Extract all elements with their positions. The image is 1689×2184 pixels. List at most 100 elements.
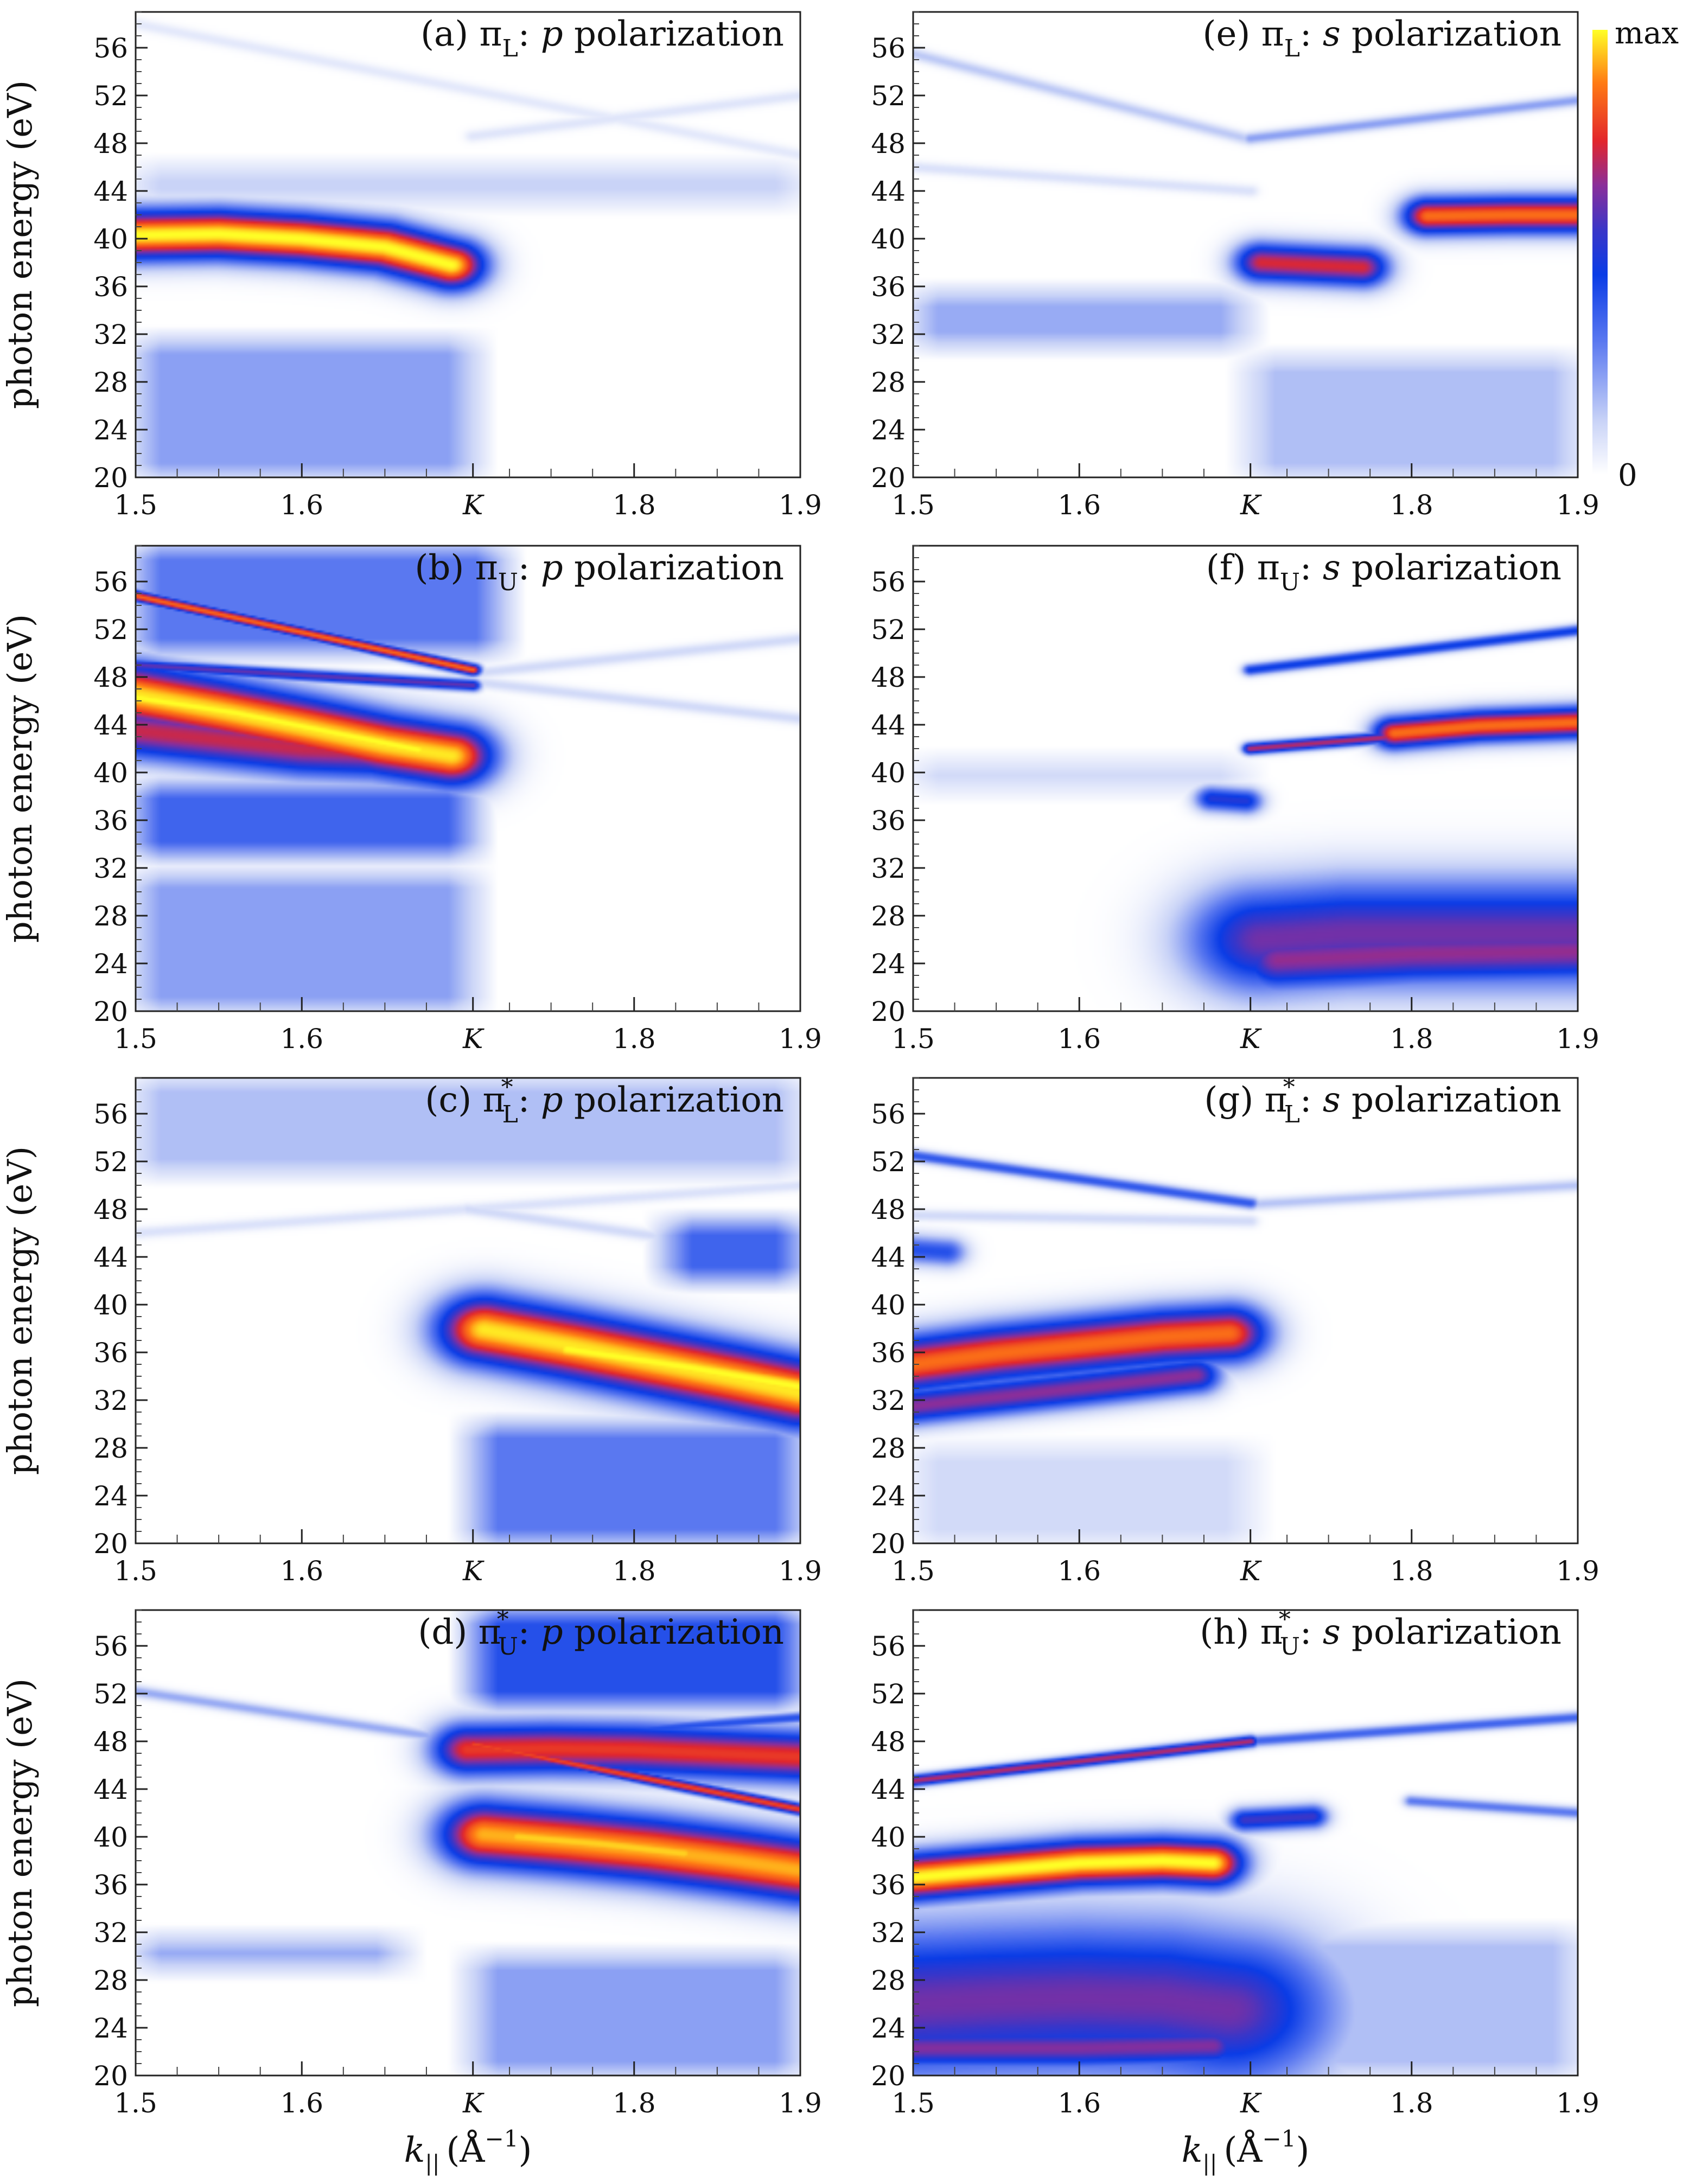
panel-e: 20 24 28 32 36 40 44 48 52 56 1.5 1.6 K 1.8 1.9 (e) πL:… [871, 11, 1599, 521]
y-tick-label: 28 [93, 1433, 128, 1464]
y-tick-label: 48 [871, 1194, 906, 1225]
panel-title: (a) πL: p polarization [420, 14, 784, 62]
y-tick-label: 36 [93, 1337, 128, 1369]
title-colon: : [1300, 1080, 1323, 1120]
orbital-symbol: π [1257, 548, 1280, 588]
y-tick-label: 28 [93, 367, 128, 398]
polarization-letter: s [1323, 548, 1341, 588]
polarization-word: polarization [1341, 548, 1561, 588]
plot-frame [135, 1077, 801, 1544]
y-tick-label: 24 [93, 2013, 128, 2044]
panel-d: 20 24 28 32 36 40 44 48 52 56 1.5 1.6 K 1.8 1.9 photon … [0, 1606, 822, 2119]
y-tick-label: 36 [871, 805, 906, 836]
x-tick-label: 1.9 [779, 1023, 822, 1055]
x-tick-label: 1.9 [1556, 2087, 1599, 2119]
plot-frame [912, 545, 1579, 1012]
x-label-k: k [1182, 2130, 1203, 2170]
y-tick-label: 44 [93, 710, 128, 741]
colorbar-max-label: max [1615, 16, 1679, 51]
polarization-word: polarization [1341, 14, 1561, 54]
x-tick-label: 1.6 [1057, 1023, 1101, 1055]
y-tick-label: 28 [871, 367, 906, 398]
x-tick-label: 1.6 [280, 1023, 323, 1055]
title-colon: : [1300, 548, 1323, 588]
x-label-close: ) [1296, 2130, 1309, 2170]
x-label-unit: (Å [1223, 2130, 1263, 2170]
y-tick-label: 52 [93, 80, 128, 112]
y-tick-label: 24 [93, 414, 128, 446]
orbital-subscript: U [1280, 1633, 1300, 1661]
y-tick-label: 56 [871, 1631, 906, 1662]
x-tick-label: K [462, 489, 485, 521]
heatmap-image [913, 12, 1578, 477]
x-tick-label: 1.5 [114, 1555, 157, 1587]
panel-letter: (b) [415, 548, 475, 588]
x-tick-label: K [1240, 1023, 1262, 1055]
x-label-close: ) [518, 2130, 532, 2170]
colorbar-gradient [1592, 30, 1608, 475]
orbital-subscript: L [1284, 35, 1300, 62]
orbital-subscript: U [498, 569, 518, 596]
panel-title: (f) πU: s polarization [1206, 548, 1561, 596]
y-tick-label: 56 [93, 33, 128, 64]
y-tick-label: 44 [871, 1774, 906, 1805]
x-label-subscript: || [1202, 2151, 1217, 2176]
y-tick-label: 36 [93, 1869, 128, 1901]
orbital-symbol: π [1260, 1612, 1283, 1652]
orbital-subscript: U [1280, 569, 1300, 596]
polarization-letter: s [1323, 14, 1341, 54]
y-tick-label: 24 [93, 948, 128, 980]
y-tick-label: 24 [871, 2013, 906, 2044]
title-colon: : [1300, 14, 1323, 54]
y-tick-label: 48 [93, 1194, 128, 1225]
x-label-subscript: || [425, 2151, 439, 2176]
y-tick-label: 36 [871, 1869, 906, 1901]
y-tick-label: 56 [93, 566, 128, 598]
title-colon: : [518, 14, 541, 54]
orbital-star: * [501, 1074, 513, 1101]
y-tick-label: 44 [93, 1774, 128, 1805]
x-tick-label: 1.5 [114, 2087, 157, 2119]
orbital-star: * [497, 1606, 509, 1633]
panel-letter: (g) [1204, 1080, 1264, 1120]
heatmap-image [913, 1078, 1578, 1543]
orbital-subscript: L [1284, 1101, 1300, 1128]
x-tick-label: 1.6 [280, 1555, 323, 1587]
y-tick-label: 36 [93, 271, 128, 303]
title-colon: : [518, 1612, 541, 1652]
y-tick-label: 48 [93, 662, 128, 693]
panel-title: (d) π* U: p polarization [418, 1606, 784, 1661]
plot-frame [135, 1609, 801, 2077]
y-tick-label: 32 [871, 853, 906, 884]
y-tick-label: 56 [871, 566, 906, 598]
orbital-symbol: π [1261, 14, 1284, 54]
y-tick-label: 32 [93, 1917, 128, 1949]
title-colon: : [518, 548, 541, 588]
plot-frame [912, 1077, 1579, 1544]
panel-title: (e) πL: s polarization [1202, 14, 1561, 62]
y-tick-label: 48 [871, 1726, 906, 1758]
x-tick-label: 1.9 [1556, 489, 1599, 521]
y-tick-label: 20 [871, 1528, 906, 1560]
x-tick-label: 1.5 [891, 489, 935, 521]
panel-f: 20 24 28 32 36 40 44 48 52 56 1.5 1.6 K 1.8 1.9 (f) πU:… [871, 545, 1599, 1055]
orbital-subscript: U [498, 1633, 518, 1661]
orbital-subscript: L [502, 35, 518, 62]
y-tick-label: 56 [93, 1631, 128, 1662]
orbital-symbol: π [475, 548, 498, 588]
y-tick-label: 40 [871, 223, 906, 255]
x-tick-label: K [1240, 1555, 1262, 1587]
polarization-word: polarization [563, 1612, 784, 1652]
y-tick-label: 20 [93, 462, 128, 494]
x-tick-label: K [462, 2087, 485, 2119]
orbital-star: * [1283, 1074, 1295, 1101]
y-tick-label: 24 [871, 414, 906, 446]
y-tick-label: 40 [93, 1289, 128, 1321]
plot-frame [135, 11, 801, 478]
y-tick-label: 20 [871, 462, 906, 494]
polarization-word: polarization [563, 14, 784, 54]
panel-letter: (d) [418, 1612, 478, 1652]
polarization-letter: s [1323, 1080, 1341, 1120]
x-tick-label: 1.6 [280, 2087, 323, 2119]
orbital-symbol: π [479, 1612, 501, 1652]
